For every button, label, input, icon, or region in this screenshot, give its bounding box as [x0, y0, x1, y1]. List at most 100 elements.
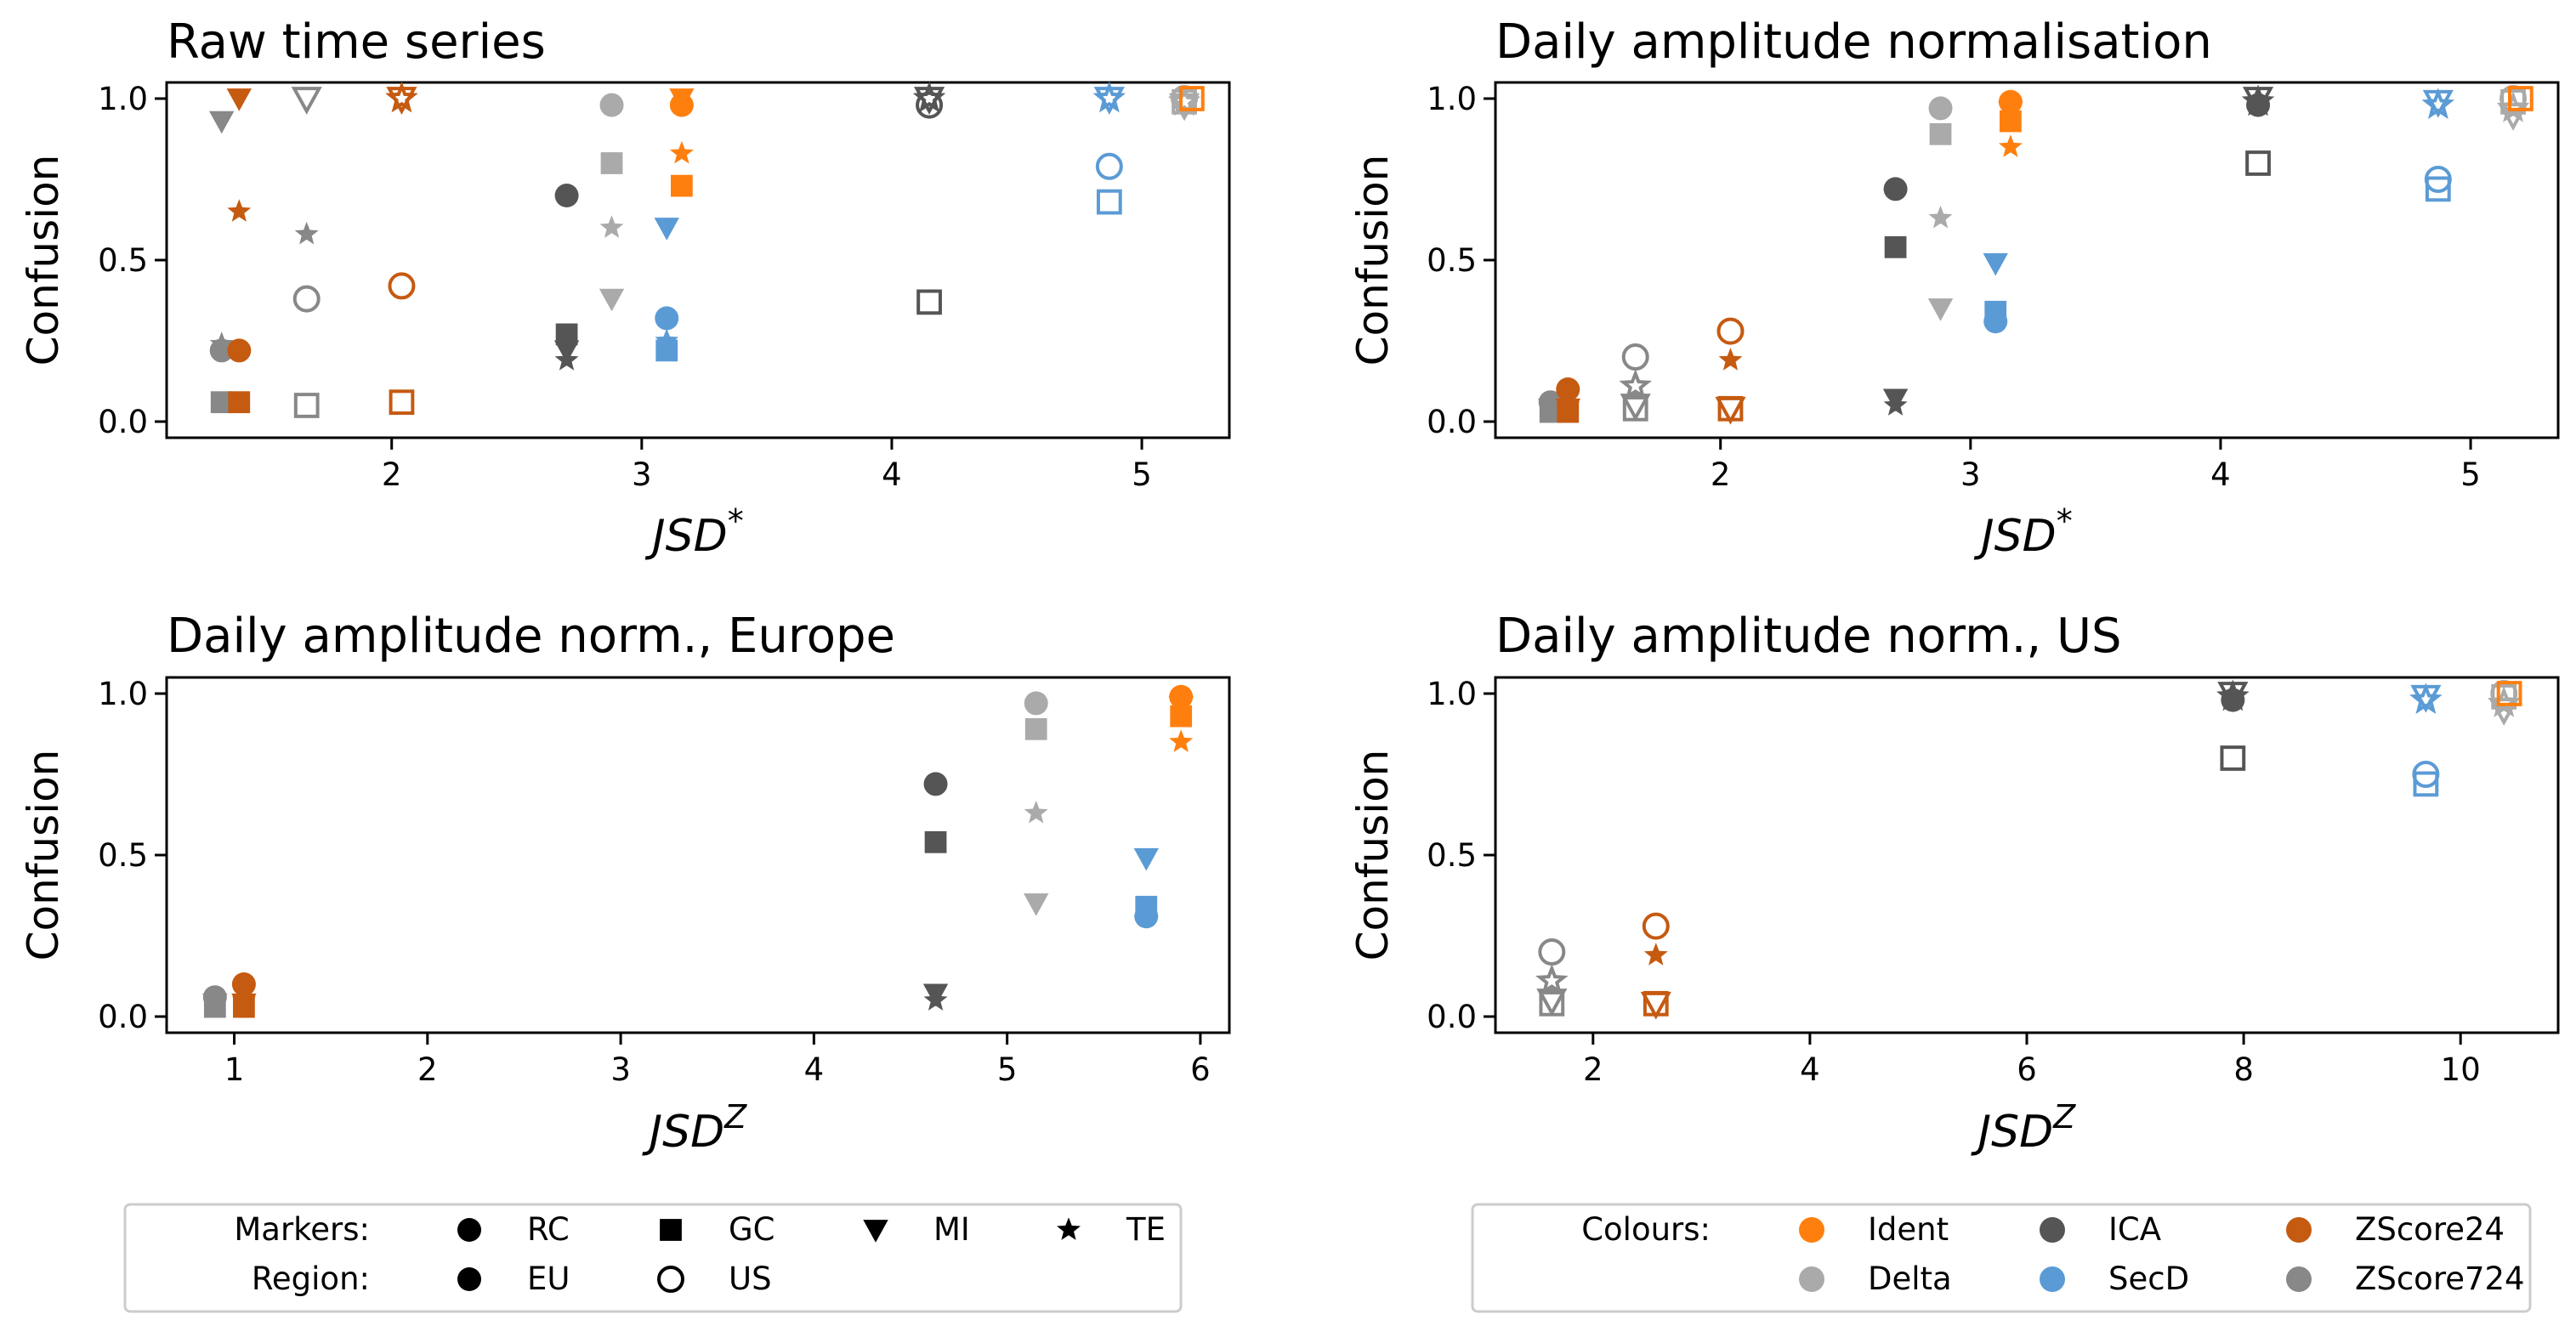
data-point-zscore724-tri: [209, 110, 235, 134]
data-point-ident-star: [1169, 729, 1194, 752]
x-tick-label: 10: [2441, 1051, 2481, 1088]
data-point-zscore724-star: [294, 221, 319, 245]
data-point-zscore724-star: [209, 331, 234, 354]
data-point-zscore24-star: [1718, 348, 1743, 371]
data-point-zscore24-circle: [227, 338, 252, 363]
data-point-ident-square: [2508, 86, 2533, 111]
data-point-zscore24-circle: [388, 272, 416, 300]
panel-raw-time-series: Raw time series 2 3 4 5 0.0 0.5 1.0 Confusion…: [19, 14, 1231, 562]
data-point-ident-square: [1179, 86, 1205, 111]
data-point-zscore724-star: [1535, 963, 1569, 995]
data-point-ica-star: [2241, 84, 2275, 116]
x-ticks: 2 3 4 5: [382, 438, 1152, 493]
legend-frame: [1471, 1203, 2532, 1313]
x-axis-label-main: JSD: [1973, 511, 2056, 562]
data-point-delta-star: [2496, 91, 2530, 122]
data-point-delta-square: [1929, 122, 1952, 145]
data-point-secd-square: [1135, 895, 1158, 918]
x-tick-label: 4: [1800, 1051, 1820, 1088]
scatter-points: [1538, 84, 2533, 425]
x-axis-label: JSD*: [644, 502, 743, 562]
data-point-ica-star: [1883, 393, 1908, 416]
x-tick-label: 2: [1583, 1051, 1603, 1088]
legend-label-ica: ICA: [2108, 1211, 2161, 1248]
legend-row-label-region: Region:: [252, 1261, 370, 1297]
x-axis-label-main: JSD: [642, 1107, 724, 1158]
y-tick-label: 1.0: [98, 81, 148, 117]
x-tick-label: 2: [417, 1051, 438, 1088]
panel-us: Daily amplitude norm., US 2 4 6 8 10 0.0 0.5 1…: [1348, 609, 2560, 1158]
data-point-secd-square: [2425, 176, 2451, 202]
y-axis-label: Confusion: [19, 155, 68, 366]
data-point-delta-star: [599, 215, 624, 238]
data-point-secd-star: [1092, 81, 1126, 113]
data-point-zscore24-tri: [1715, 396, 1746, 425]
legend-symbol-mi: [863, 1220, 888, 1243]
data-point-ica-circle: [923, 772, 948, 796]
legend-label-eu: EU: [527, 1261, 570, 1297]
y-tick-label: 0.0: [98, 404, 148, 440]
data-point-secd-tri: [654, 218, 679, 241]
data-point-secd-tri: [1133, 847, 1159, 871]
x-tick-label: 5: [997, 1051, 1018, 1088]
x-axis-label-sup: *: [728, 502, 744, 540]
data-point-delta-circle: [1024, 691, 1048, 716]
x-tick-label: 5: [2460, 456, 2481, 493]
x-tick-label: 4: [804, 1051, 825, 1088]
data-point-ident-square: [671, 174, 693, 197]
x-tick-label: 3: [632, 456, 652, 493]
plot-frame: [1494, 81, 2560, 439]
data-point-delta-star: [2487, 686, 2521, 717]
data-point-zscore724-tri: [1536, 989, 1568, 1017]
legend-swatch-secd: [2040, 1266, 2065, 1292]
y-axis-label: Confusion: [1348, 155, 1398, 366]
data-point-zscore24-square: [228, 391, 251, 414]
legend-swatch-ident: [1799, 1217, 1824, 1243]
data-point-delta-tri: [599, 288, 625, 312]
data-point-delta-circle: [599, 93, 624, 117]
data-point-secd-circle: [655, 306, 679, 331]
plot-frame: [1494, 676, 2560, 1034]
data-point-delta-star: [1024, 800, 1048, 824]
y-ticks: 0.0 0.5 1.0: [1427, 676, 1495, 1035]
data-point-secd-circle: [1095, 152, 1123, 180]
y-tick-label: 0.0: [1427, 404, 1477, 440]
data-point-zscore724-circle: [292, 285, 321, 313]
y-ticks: 0.0 0.5 1.0: [98, 81, 167, 440]
data-point-ident-star: [1998, 134, 2023, 157]
panel-title: Daily amplitude norm., US: [1495, 609, 2122, 664]
legend-colour-symbols: [1799, 1217, 2312, 1292]
data-point-delta-tri: [1927, 298, 1954, 321]
data-point-delta-tri: [1024, 893, 1049, 916]
legend-swatch-zscore24: [2286, 1217, 2312, 1243]
data-point-ident-tri: [1168, 696, 1194, 719]
data-point-zscore724-star: [202, 988, 227, 1011]
x-axis-label-sup: Z: [2052, 1098, 2076, 1136]
data-point-ica-star: [912, 81, 946, 113]
legend-swatch-ica: [2040, 1217, 2065, 1243]
y-tick-label: 1.0: [1427, 676, 1477, 712]
data-point-zscore724-star: [1538, 393, 1563, 416]
x-tick-label: 3: [610, 1051, 631, 1088]
plot-frame: [165, 676, 1231, 1034]
data-point-zscore24-star: [1643, 943, 1668, 966]
x-axis-label: JSDZ: [1971, 1098, 2076, 1158]
legend-markers: Markers: Region: RC GC MI TE EU US: [123, 1203, 1183, 1313]
data-point-zscore724-tri: [291, 87, 322, 115]
data-point-zscore24-tri: [226, 88, 252, 111]
legend-symbol-us: [657, 1266, 684, 1293]
x-tick-label: 8: [2233, 1051, 2254, 1088]
x-tick-label: 2: [382, 456, 402, 493]
legend-symbol-rc: [457, 1218, 481, 1242]
x-tick-label: 6: [1190, 1051, 1211, 1088]
data-point-delta-star: [1167, 84, 1201, 116]
x-ticks: 2 4 6 8 10: [1583, 1033, 2481, 1088]
x-tick-label: 4: [2210, 456, 2231, 493]
data-point-ident-square: [2496, 681, 2522, 706]
data-point-ica-square: [916, 289, 942, 315]
legend-label-zscore24: ZScore24: [2355, 1211, 2505, 1248]
plot-frame: [165, 81, 1231, 439]
y-ticks: 0.0 0.5 1.0: [1427, 81, 1495, 440]
